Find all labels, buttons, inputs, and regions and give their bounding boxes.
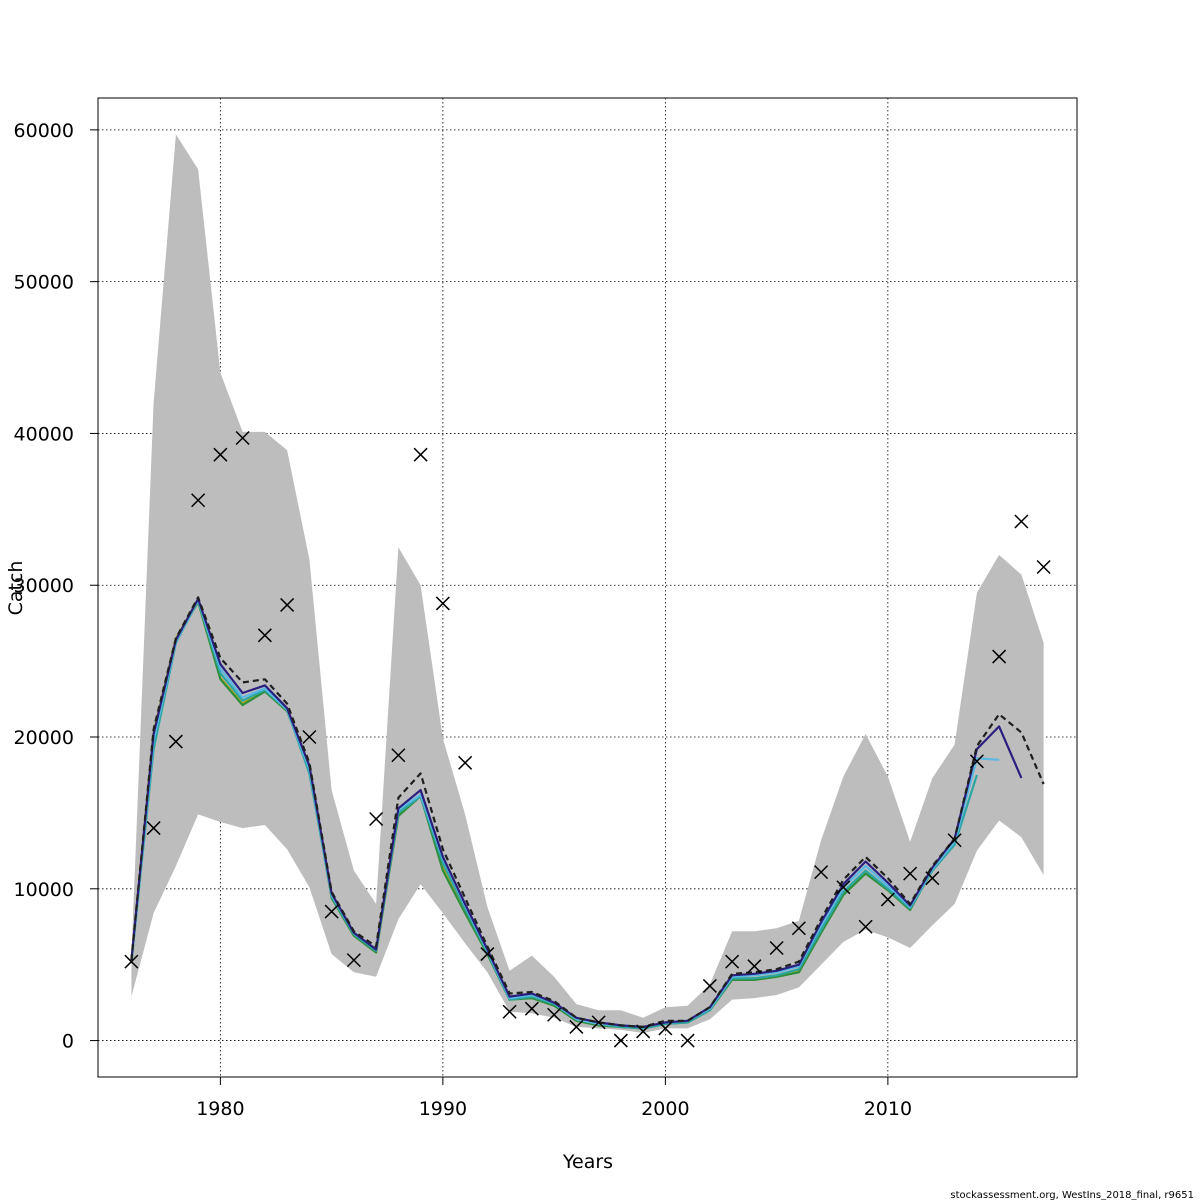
- observed-point-2015: [992, 649, 1007, 664]
- observed-point-1980: [213, 447, 228, 462]
- observed-point-2008: [836, 880, 851, 895]
- observed-point-1994: [524, 1001, 539, 1016]
- observed-point-1985: [324, 904, 339, 919]
- observed-point-1988: [391, 748, 406, 763]
- observed-point-2002: [702, 978, 717, 993]
- observed-point-1986: [346, 953, 361, 968]
- observed-point-1998: [613, 1033, 628, 1048]
- observed-point-1996: [569, 1019, 584, 1034]
- observed-point-2006: [791, 921, 806, 936]
- observed-point-1997: [591, 1015, 606, 1030]
- y-tick-label-40000: 40000: [14, 423, 74, 445]
- observed-point-1999: [636, 1024, 651, 1039]
- observed-point-1989: [413, 447, 428, 462]
- observed-points: [124, 430, 1051, 1048]
- observed-point-2012: [925, 871, 940, 886]
- observed-point-2011: [903, 866, 918, 881]
- y-tick-label-20000: 20000: [14, 727, 74, 749]
- observed-point-1979: [191, 493, 206, 508]
- x-axis-title: Years: [562, 1151, 613, 1173]
- observed-point-2007: [814, 865, 829, 880]
- observed-point-2017: [1036, 559, 1051, 575]
- observed-point-2014: [969, 754, 984, 769]
- observed-point-1993: [502, 1004, 517, 1019]
- x-tick-label-1980: 1980: [196, 1098, 244, 1120]
- observed-point-2009: [858, 919, 873, 934]
- series-line-1: [130, 597, 1023, 1029]
- observed-point-2001: [680, 1033, 695, 1048]
- series-line-0: [130, 596, 1045, 1029]
- axes: 1980 1990 2000 2010 0 10000 20000 30000 40000 500…: [14, 120, 913, 1120]
- x-tick-label-2010: 2010: [864, 1098, 912, 1120]
- observed-point-1983: [280, 597, 295, 612]
- y-tick-label-0: 0: [62, 1031, 74, 1053]
- observed-point-2010: [880, 892, 895, 907]
- x-tick-label-2000: 2000: [641, 1098, 689, 1120]
- observed-point-1982: [257, 628, 272, 643]
- observed-point-1976: [124, 954, 139, 969]
- confidence-band: [131, 134, 1044, 1033]
- observed-point-1992: [480, 947, 495, 962]
- plot-frame: [97, 97, 1078, 1078]
- y-tick-label-30000: 30000: [14, 575, 74, 597]
- y-tick-label-10000: 10000: [14, 879, 74, 901]
- observed-point-1977: [146, 821, 161, 836]
- observed-point-2004: [747, 959, 762, 974]
- observed-point-1981: [235, 430, 250, 446]
- observed-point-2005: [769, 940, 784, 956]
- observed-point-1990: [435, 596, 450, 611]
- observed-point-2016: [1014, 514, 1029, 529]
- observed-point-1987: [369, 811, 384, 826]
- observed-point-2013: [947, 833, 962, 848]
- observed-point-1978: [168, 734, 183, 749]
- confidence-band-area: [131, 134, 1044, 1033]
- observed-point-1995: [547, 1007, 562, 1022]
- observed-point-2003: [725, 954, 740, 969]
- observed-point-2000: [658, 1021, 673, 1036]
- series-lines: [130, 596, 1045, 1030]
- y-axis-title: Catch: [5, 561, 27, 616]
- observed-point-1984: [302, 729, 317, 745]
- x-tick-label-1990: 1990: [419, 1098, 467, 1120]
- credit-text: stockassessment.org, WestIns_2018_final,…: [950, 1190, 1194, 1200]
- series-line-4: [130, 600, 956, 1030]
- y-tick-label-50000: 50000: [14, 272, 74, 294]
- observed-point-1991: [458, 755, 473, 770]
- y-tick-label-60000: 60000: [14, 120, 74, 142]
